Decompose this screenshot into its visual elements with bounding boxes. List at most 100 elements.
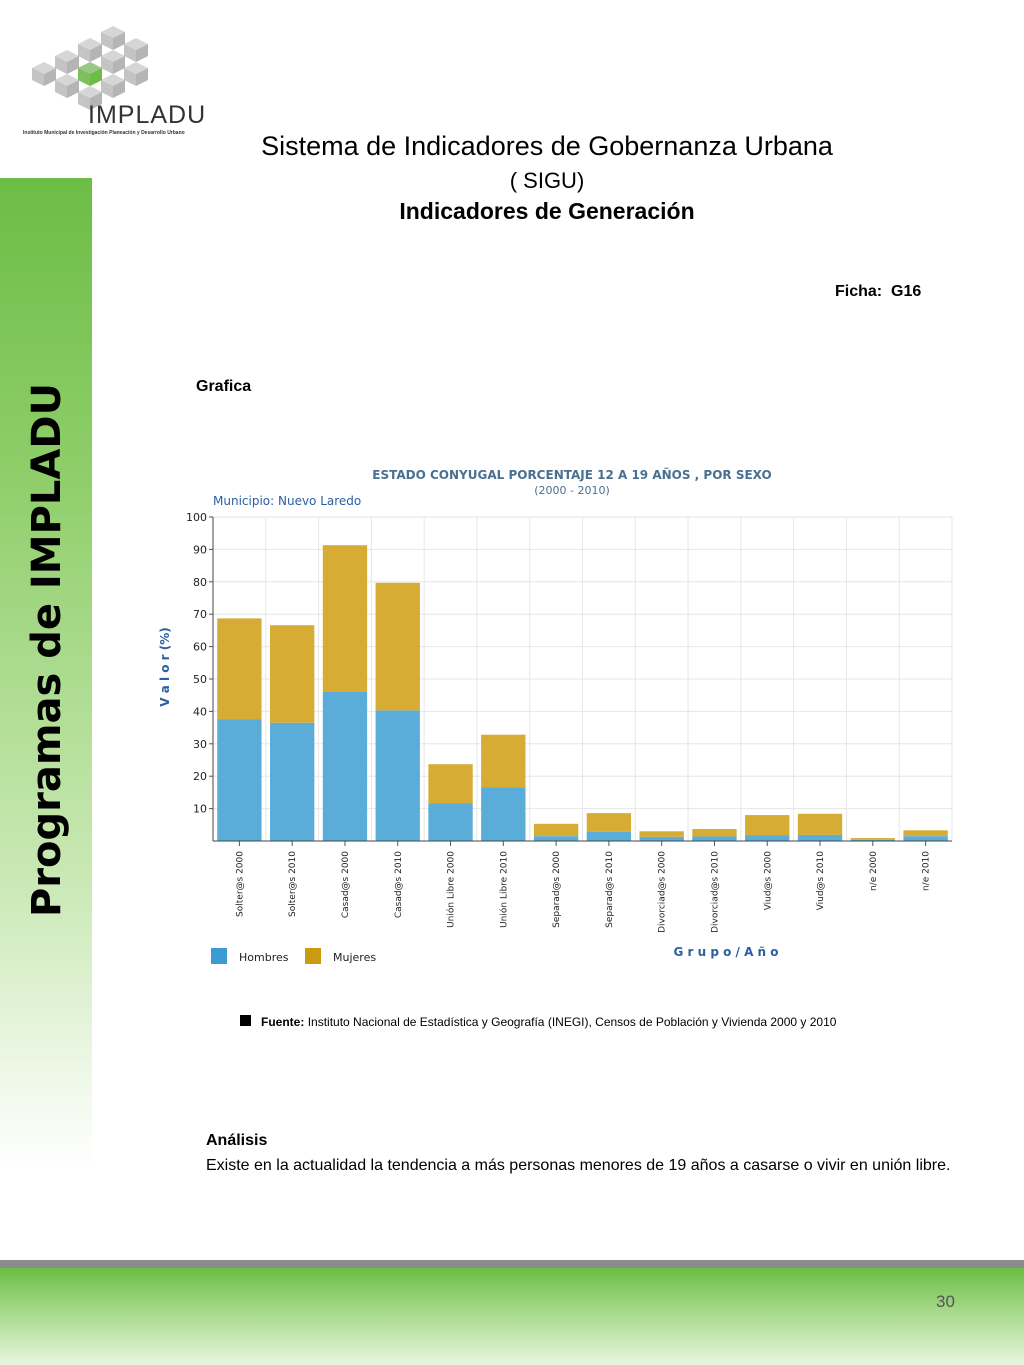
bar-hombres: [217, 719, 262, 841]
x-tick-label: Solter@s 2010: [288, 851, 298, 917]
cube-left: [32, 68, 44, 86]
logo-subtitle: Instituto Municipal de Investigación Pla…: [23, 130, 185, 136]
cube-left: [78, 92, 90, 110]
logo-cube: [101, 26, 125, 50]
cube-left: [55, 80, 67, 98]
x-tick-label: Viud@s 2000: [763, 851, 773, 911]
cube-right: [113, 56, 125, 74]
bar-mujeres: [428, 764, 473, 804]
legend-label: Mujeres: [333, 951, 376, 964]
bar-mujeres: [481, 734, 526, 788]
impladu-logo: IMPLADU Instituto Municipal de Investiga…: [18, 10, 208, 136]
source-label: Fuente:: [261, 1015, 305, 1029]
cube-right: [113, 32, 125, 50]
logo-cube-green: [78, 62, 102, 86]
logo-cube: [32, 62, 56, 86]
bar-mujeres: [375, 582, 420, 711]
analysis-text: Existe en la actualidad la tendencia a m…: [206, 1157, 951, 1174]
y-tick-label: 70: [193, 608, 207, 621]
x-tick-label: Divorciad@s 2010: [710, 851, 720, 933]
bar-mujeres: [270, 625, 315, 723]
bar-hombres: [322, 691, 368, 841]
bar-hombres: [639, 836, 684, 841]
cube-left: [101, 56, 113, 74]
bar-hombres: [586, 831, 632, 841]
bar-mujeres: [903, 830, 948, 837]
y-tick-label: 20: [193, 770, 207, 783]
cube-left: [101, 32, 113, 50]
x-tick-label: Casad@s 2000: [341, 851, 351, 918]
section-title: Indicadores de Generación: [399, 198, 695, 224]
bar-mujeres: [692, 829, 737, 837]
bar-hombres: [850, 839, 895, 841]
cube-right: [90, 92, 102, 110]
logo-cube: [124, 38, 148, 62]
logo-cube: [55, 74, 79, 98]
source-note: Fuente: Instituto Nacional de Estadístic…: [240, 1015, 836, 1029]
bar-mujeres: [322, 545, 368, 692]
chart-subtitle: (2000 - 2010): [534, 484, 610, 497]
bullet-square-icon: [240, 1015, 251, 1026]
x-tick-label: Casad@s 2010: [394, 851, 404, 918]
y-tick-label: 90: [193, 543, 207, 556]
cube-right: [67, 80, 79, 98]
source-text: Instituto Nacional de Estadística y Geog…: [307, 1015, 837, 1029]
bar-mujeres: [586, 813, 632, 832]
bar-mujeres: [533, 823, 579, 837]
legend-swatch: [211, 948, 227, 964]
legend-label: Hombres: [239, 951, 289, 964]
bar-mujeres: [745, 815, 790, 836]
bar-hombres: [745, 835, 790, 841]
cube-left: [78, 44, 90, 62]
x-tick-label: Unión Libre 2000: [446, 851, 457, 928]
bar-mujeres: [639, 831, 684, 837]
x-tick-label: n/e 2010: [922, 851, 932, 891]
bar-hombres: [428, 803, 473, 841]
cube-left: [78, 68, 90, 86]
cube-right: [44, 68, 56, 86]
y-tick-label: 10: [193, 803, 207, 816]
bar-hombres: [375, 710, 420, 841]
cube-left: [101, 80, 113, 98]
bar-hombres: [903, 836, 948, 841]
logo-cube: [55, 50, 79, 74]
chart-title: ESTADO CONYUGAL PORCENTAJE 12 A 19 AÑOS …: [372, 467, 771, 482]
x-tick-label: n/e 2000: [869, 851, 879, 891]
y-tick-label: 50: [193, 673, 207, 686]
x-tick-label: Separad@s 2010: [605, 851, 615, 928]
y-axis-label: V a l o r (%): [158, 627, 172, 707]
footer-divider: [0, 1260, 1024, 1268]
cube-left: [124, 68, 136, 86]
bar-hombres: [481, 787, 526, 841]
grafica-label: Grafica: [196, 378, 252, 395]
logo-wordmark: IMPLADU: [88, 101, 207, 129]
logo-cube: [101, 50, 125, 74]
chart-municipio: Municipio: Nuevo Laredo: [213, 494, 361, 508]
cube-left: [124, 44, 136, 62]
legend-swatch: [305, 948, 321, 964]
x-tick-label: Viud@s 2010: [816, 851, 826, 911]
ficha-label: Ficha: G16: [835, 283, 922, 300]
bar-hombres: [270, 722, 315, 841]
sidebar-label-box: Programas de IMPLADU: [2, 383, 92, 917]
cube-right: [113, 80, 125, 98]
cube-left: [55, 56, 67, 74]
y-tick-label: 80: [193, 576, 207, 589]
bar-hombres: [797, 834, 843, 841]
footer-band: [0, 1268, 1024, 1365]
cube-right: [90, 44, 102, 62]
bar-mujeres: [850, 838, 895, 840]
logo-cube: [101, 74, 125, 98]
analysis-heading: Análisis: [206, 1132, 268, 1149]
x-axis-label: G r u p o / A ñ o: [673, 945, 778, 959]
bar-hombres: [533, 836, 579, 841]
x-tick-label: Divorciad@s 2000: [658, 851, 668, 933]
cube-right: [67, 56, 79, 74]
sidebar-label: Programas de IMPLADU: [24, 382, 71, 918]
y-tick-label: 100: [186, 511, 207, 524]
x-tick-label: Unión Libre 2010: [498, 851, 509, 928]
bar-hombres: [692, 836, 737, 841]
bar-mujeres: [217, 618, 262, 720]
bar-mujeres: [797, 813, 843, 835]
sidebar-band: [0, 178, 92, 1168]
